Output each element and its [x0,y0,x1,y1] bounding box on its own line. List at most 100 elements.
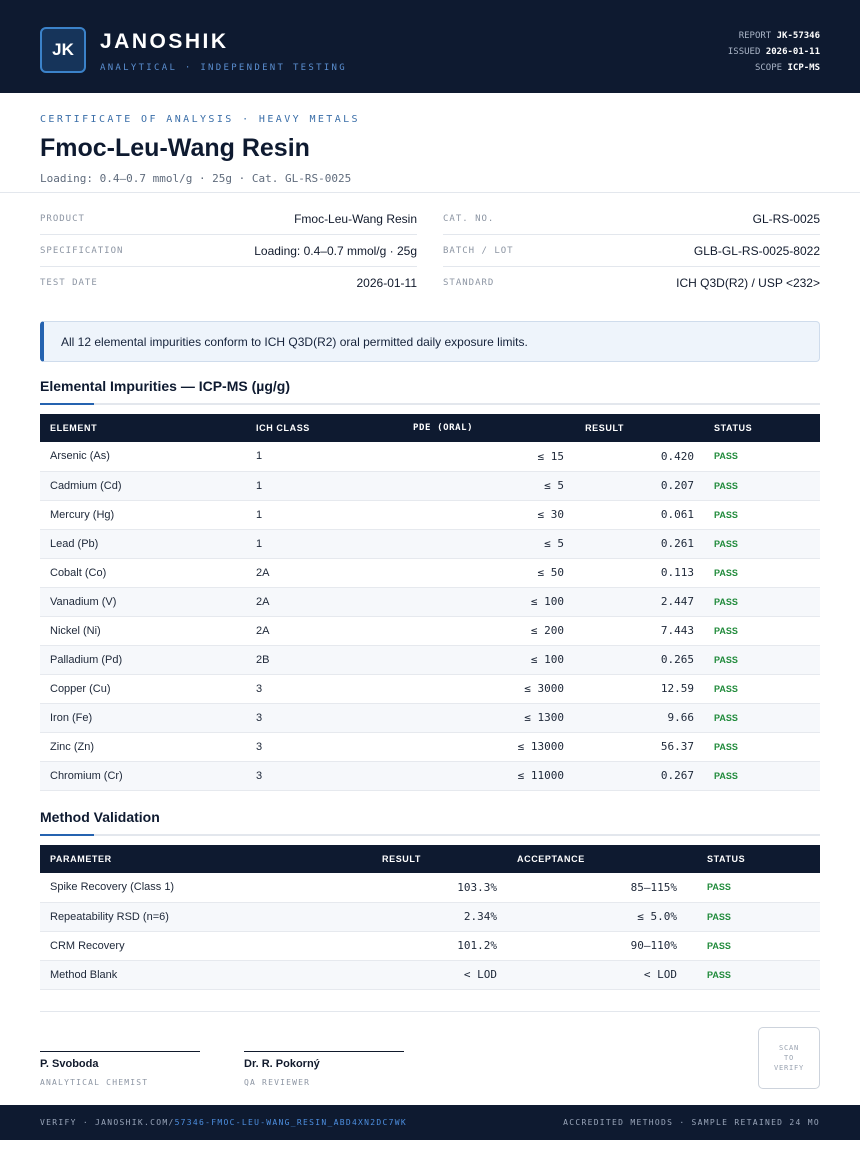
status-badge: PASS [704,732,820,762]
element-cell: Cadmium (Cd) [40,471,246,501]
result-cell: 12.59 [574,674,704,704]
brand-tagline: ANALYTICAL · INDEPENDENT TESTING [100,63,347,73]
signer-name: P. Svoboda [40,1058,99,1070]
qr-text: TO [783,1054,795,1062]
status-badge: PASS [704,529,820,559]
info-value: GLB-GL-RS-0025-8022 [693,243,820,258]
footer-note: ACCREDITED METHODS · SAMPLE RETAINED 24 … [563,1118,820,1127]
signature-block: P. Svoboda ANALYTICAL CHEMIST [40,1051,200,1087]
ich-class-cell: 2B [246,645,403,675]
divider [40,1011,820,1012]
info-label: SPECIFICATION [40,245,124,256]
ich-class-cell: 2A [246,558,403,588]
signer-role: ANALYTICAL CHEMIST [40,1078,149,1087]
verify-path[interactable]: 57346-FMOC-LEU-WANG_RESIN_ABD4XN2DC7WK [174,1118,407,1127]
result-cell: 103.3% [320,873,507,903]
ich-class-cell: 3 [246,674,403,704]
info-value: Loading: 0.4–0.7 mmol/g · 25g [254,243,417,258]
table-row: Zinc (Zn) 3 ≤ 13000 56.37 PASS [40,732,820,762]
verify-link[interactable]: VERIFY · JANOSHIK.COM/57346-FMOC-LEU-WAN… [40,1118,407,1127]
report-id-row: REPORT JK-57346 [728,28,820,44]
verify-prefix: VERIFY · JANOSHIK.COM/ [40,1118,175,1127]
issued-label: ISSUED [727,47,761,57]
result-cell: 0.061 [574,500,704,530]
result-cell: 0.267 [574,761,704,791]
element-cell: Mercury (Hg) [40,500,246,530]
validation-section-title: Method Validation [40,809,160,825]
column-header: STATUS [714,423,753,433]
status-badge: PASS [704,471,820,501]
result-cell: 0.265 [574,645,704,675]
info-row-test-date: TEST DATE 2026-01-11 [40,267,417,299]
pde-cell: ≤ 100 [403,587,574,617]
info-value: 2026-01-11 [356,276,418,290]
info-column-left: PRODUCT Fmoc-Leu-Wang Resin SPECIFICATIO… [40,203,417,299]
element-cell: Arsenic (As) [40,442,246,472]
element-cell: Iron (Fe) [40,703,246,733]
result-cell: < LOD [320,960,507,990]
result-cell: 0.261 [574,529,704,559]
ich-class-cell: 2A [246,616,403,646]
status-badge: PASS [687,902,820,932]
result-cell: 0.113 [574,558,704,588]
verify-qr-box[interactable]: SCAN TO VERIFY [758,1027,820,1089]
table-row: Copper (Cu) 3 ≤ 3000 12.59 PASS [40,674,820,704]
column-header: RESULT [585,423,624,433]
acceptance-cell: < LOD [507,960,687,990]
status-badge: PASS [704,558,820,588]
column-header: PARAMETER [50,854,112,864]
parameter-cell: Repeatability RSD (n=6) [40,902,320,932]
brand-logo: JK [40,27,86,73]
pde-cell: ≤ 11000 [403,761,574,791]
ich-class-cell: 3 [246,703,403,733]
info-label: CAT. NO. [443,213,495,224]
element-cell: Vanadium (V) [40,587,246,617]
acceptance-cell: 90–110% [507,931,687,961]
info-row-cat-no: CAT. NO. GL-RS-0025 [443,203,820,235]
parameter-cell: Method Blank [40,960,320,990]
column-header: PDE (ORAL) [413,423,474,433]
status-badge: PASS [687,873,820,903]
column-header: ELEMENT [50,423,98,433]
divider [0,192,860,193]
status-badge: PASS [704,674,820,704]
element-cell: Copper (Cu) [40,674,246,704]
pde-cell: ≤ 5 [403,471,574,501]
footer-bar: VERIFY · JANOSHIK.COM/57346-FMOC-LEU-WAN… [0,1105,860,1140]
table-row: Spike Recovery (Class 1) 103.3% 85–115% PAS… [40,873,820,903]
pde-cell: ≤ 1300 [403,703,574,733]
table-row: Repeatability RSD (n=6) 2.34% ≤ 5.0% PASS [40,902,820,932]
ich-class-cell: 1 [246,442,403,472]
info-value: Fmoc-Leu-Wang Resin [294,211,417,226]
acceptance-cell: ≤ 5.0% [507,902,687,932]
pde-cell: ≤ 50 [403,558,574,588]
table-row: Mercury (Hg) 1 ≤ 30 0.061 PASS [40,500,820,530]
section-rule [40,403,820,405]
info-row-product: PRODUCT Fmoc-Leu-Wang Resin [40,203,417,235]
scope-value: ICP-MS [787,63,820,73]
section-rule-accent [40,403,94,405]
scope-row: SCOPE ICP-MS [728,60,820,76]
info-label: BATCH / LOT [443,245,514,256]
header-bar: JK JANOSHIK ANALYTICAL · INDEPENDENT TES… [0,0,860,93]
status-badge: PASS [704,442,820,472]
result-cell: 56.37 [574,732,704,762]
element-cell: Zinc (Zn) [40,732,246,762]
element-cell: Nickel (Ni) [40,616,246,646]
info-value: ICH Q3D(R2) / USP <232> [676,276,820,290]
brand-name: JANOSHIK [100,30,229,53]
table-row: Chromium (Cr) 3 ≤ 11000 0.267 PASS [40,761,820,791]
status-badge: PASS [704,616,820,646]
ich-class-cell: 1 [246,471,403,501]
info-label: PRODUCT [40,213,85,224]
acceptance-cell: 85–115% [507,873,687,903]
ich-class-cell: 1 [246,500,403,530]
page-subtitle: Loading: 0.4–0.7 mmol/g · 25g · Cat. GL-… [40,172,352,185]
ich-class-cell: 3 [246,732,403,762]
pde-cell: ≤ 200 [403,616,574,646]
page-title: Fmoc-Leu-Wang Resin [40,134,310,162]
table-row: CRM Recovery 101.2% 90–110% PASS [40,931,820,961]
pde-cell: ≤ 5 [403,529,574,559]
issued-row: ISSUED 2026-01-11 [728,44,820,60]
table-row: Cadmium (Cd) 1 ≤ 5 0.207 PASS [40,471,820,501]
